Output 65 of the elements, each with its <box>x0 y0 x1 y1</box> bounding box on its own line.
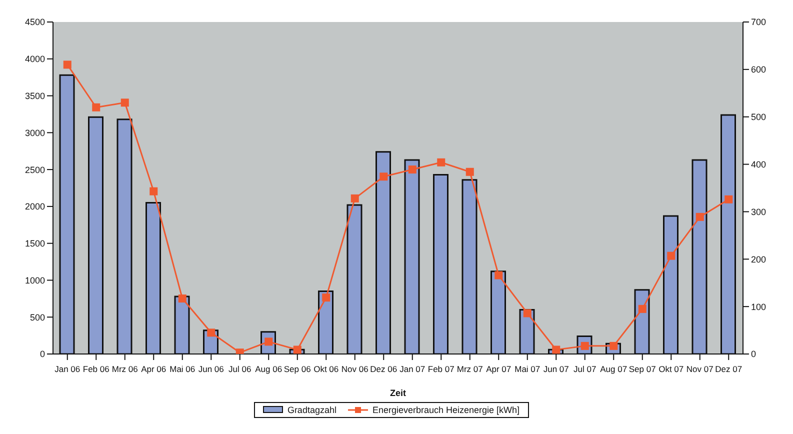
y2-tick-label: 300 <box>751 206 766 217</box>
point <box>150 187 158 196</box>
y-tick-label: 0 <box>40 349 45 360</box>
y-tick-label: 2000 <box>24 202 45 212</box>
point <box>724 195 733 204</box>
point <box>466 168 474 176</box>
legend-label: Gradtagzahl <box>286 405 336 415</box>
y2-tick-label: 600 <box>751 64 766 75</box>
point <box>322 294 330 302</box>
y-tick-label: 1500 <box>24 238 45 249</box>
x-tick-label: Jun 06 <box>198 364 224 374</box>
point <box>552 346 560 354</box>
x-tick-label: Jan 07 <box>400 364 426 374</box>
y-tick-label: 3000 <box>24 128 45 138</box>
x-tick-label: Mrz 06 <box>112 364 138 374</box>
x-tick-label: Aug 07 <box>600 364 628 374</box>
x-axis-title: Zeit <box>390 388 406 398</box>
x-tick-label: Nov 07 <box>686 364 714 374</box>
y-tick-label: 1000 <box>24 275 45 286</box>
x-tick-label: Aug 06 <box>255 364 282 374</box>
point <box>667 252 676 260</box>
x-tick-label: Dez 06 <box>370 364 398 374</box>
point <box>437 158 446 166</box>
x-tick-label: Feb 06 <box>82 364 110 374</box>
x-tick-label: Sep 07 <box>628 364 656 374</box>
y2-tick-label: 400 <box>751 159 766 170</box>
legend-label: Energieverbrauch Heizenergie [kWh] <box>371 405 520 415</box>
x-tick-label: Mai 07 <box>514 364 540 374</box>
x-tick-label: Mai 06 <box>170 364 196 374</box>
point <box>92 103 100 112</box>
y-tick-label: 500 <box>30 312 45 322</box>
x-tick-label: Okt 07 <box>658 364 684 374</box>
x-tick-label: Apr 06 <box>141 364 166 374</box>
point <box>494 271 503 280</box>
point <box>350 194 359 202</box>
x-tick-label: Feb 07 <box>428 364 455 374</box>
point <box>207 328 216 337</box>
point <box>408 166 416 174</box>
x-tick-label: Jul 06 <box>228 364 252 374</box>
x-tick-label: Dez 07 <box>715 364 742 374</box>
y2-tick-label: 100 <box>751 302 766 312</box>
point <box>120 98 129 107</box>
point <box>380 172 388 181</box>
x-tick-label: Apr 07 <box>486 364 512 374</box>
y2-tick-label: 700 <box>751 17 766 28</box>
y-tick-label: 4500 <box>24 17 45 28</box>
point <box>178 294 186 303</box>
y2-tick-label: 500 <box>751 112 766 122</box>
x-tick-label: Nov 06 <box>341 364 369 374</box>
x-tick-label: Okt 06 <box>314 364 339 374</box>
point <box>293 346 302 354</box>
x-tick-label: Jun 07 <box>543 364 570 374</box>
x-tick-label: Sep 06 <box>284 364 312 374</box>
point <box>696 212 704 221</box>
y-tick-label: 4000 <box>24 54 45 64</box>
x-tick-label: Mrz 07 <box>456 364 484 374</box>
y2-tick-label: 200 <box>751 254 766 264</box>
point <box>63 60 72 69</box>
point <box>523 309 532 318</box>
x-tick-label: Jan 06 <box>54 364 80 374</box>
y-tick-label: 3500 <box>24 90 45 101</box>
y-tick-label: 2500 <box>24 164 45 175</box>
y2-tick-label: 0 <box>751 349 756 360</box>
x-tick-label: Jul 07 <box>574 364 596 374</box>
point <box>638 304 646 313</box>
